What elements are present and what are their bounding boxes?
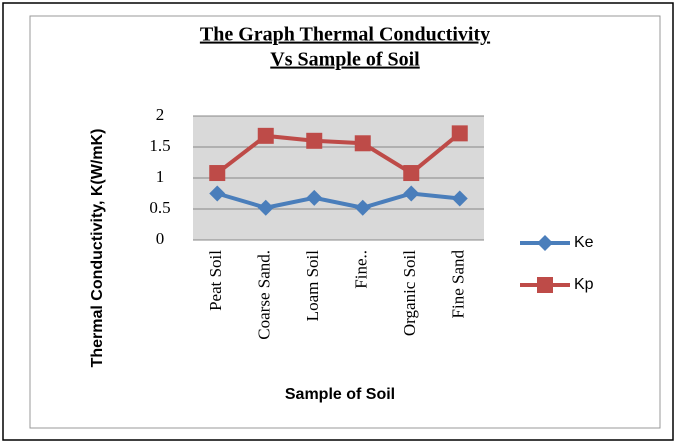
y-tick-label: 2 (156, 105, 165, 124)
data-point (403, 165, 420, 182)
data-point (403, 185, 420, 202)
data-point (257, 199, 274, 216)
legend-marker (537, 235, 553, 251)
chart-title: The Graph Thermal Conductivity (200, 24, 490, 46)
data-point (306, 132, 323, 149)
x-tick-label: Fine Sand (449, 250, 468, 319)
series-line (216, 131, 462, 176)
x-tick-label: Loam Soil (303, 250, 322, 322)
data-point (209, 165, 226, 182)
x-tick-label: Coarse Sand. (255, 250, 274, 340)
y-tick-label: 1.5 (149, 136, 170, 155)
y-tick-label: 0.5 (149, 198, 170, 217)
y-axis-label: Thermal Conductivity, K(W/mK) (89, 129, 106, 368)
x-axis-label: Sample of Soil (285, 386, 395, 403)
series-line (216, 191, 460, 210)
x-tick-label: Peat Soil (206, 250, 225, 311)
data-point (209, 185, 226, 202)
chart-title: Vs Sample of Soil (270, 49, 420, 71)
y-tick-label: 1 (156, 167, 165, 186)
data-point (451, 190, 468, 207)
data-point (354, 199, 371, 216)
data-point (354, 135, 371, 152)
legend-label: Kp (574, 276, 594, 293)
legend-marker (537, 277, 553, 293)
y-tick-label: 0 (156, 229, 165, 248)
data-point (306, 189, 323, 206)
data-point (451, 125, 468, 142)
data-point (257, 127, 274, 144)
x-tick-label: Organic Soil (400, 250, 419, 336)
x-tick-label: Fine.. (352, 250, 371, 289)
legend-label: Ke (574, 234, 594, 251)
